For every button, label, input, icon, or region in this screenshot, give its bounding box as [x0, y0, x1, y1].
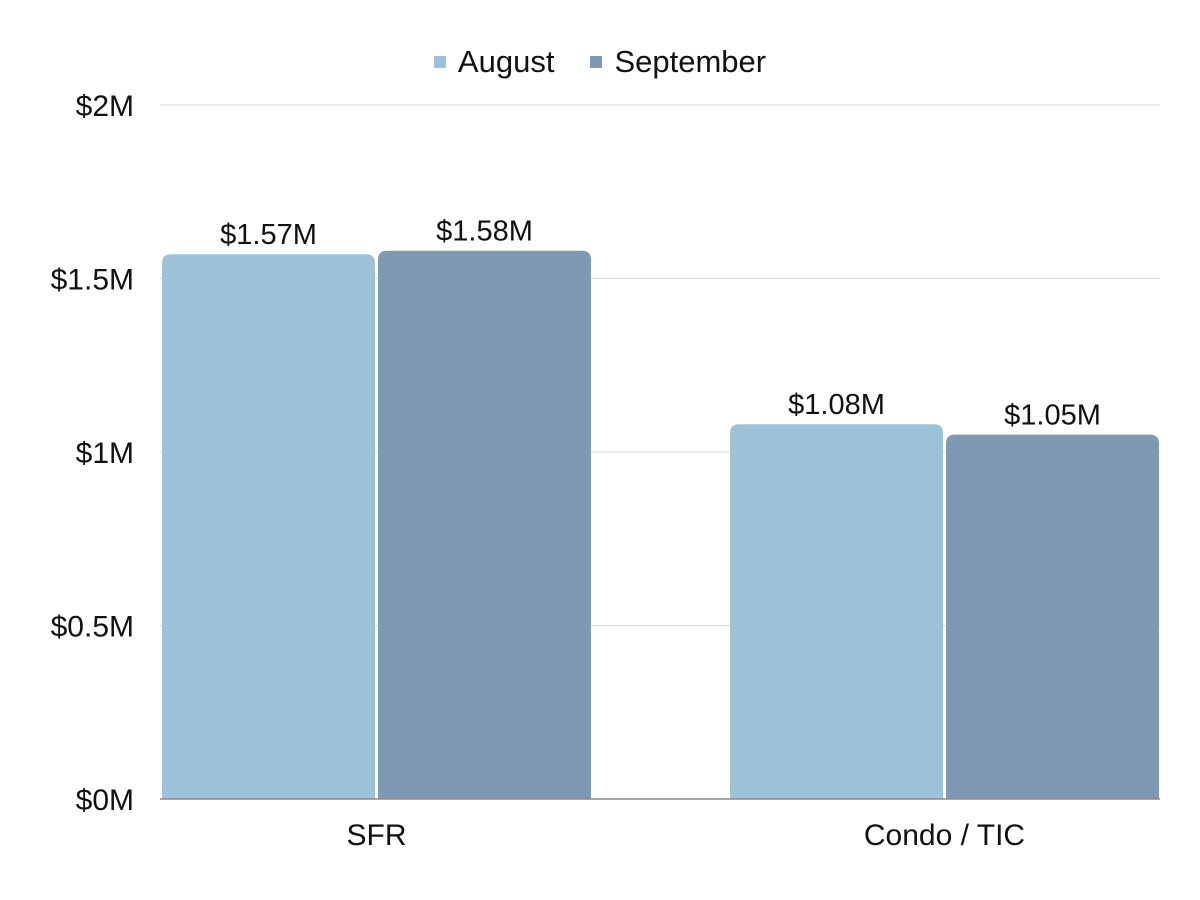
y-tick-label: $2M	[76, 90, 134, 123]
y-tick-label: $0.5M	[51, 611, 134, 644]
data-label: $1.05M	[1004, 400, 1101, 432]
data-label: $1.58M	[436, 216, 533, 248]
legend-item-august: August	[433, 44, 555, 80]
x-tick-label: Condo / TIC	[864, 819, 1025, 852]
y-tick-label: $0M	[76, 784, 134, 817]
bar	[378, 250, 591, 800]
data-label: $1.57M	[220, 219, 317, 251]
bar	[730, 424, 943, 799]
legend-swatch-august	[433, 56, 446, 68]
legend-swatch-september	[590, 56, 603, 68]
bar	[162, 254, 375, 799]
legend-item-september: September	[590, 44, 766, 80]
legend-label-september: September	[614, 44, 767, 79]
legend-label-august: August	[457, 44, 555, 79]
y-tick-label: $1.5M	[51, 264, 134, 297]
y-tick-label: $1M	[76, 437, 134, 470]
data-label: $1.08M	[788, 389, 885, 421]
bar	[946, 434, 1159, 799]
chart-legend: August September	[0, 44, 1200, 80]
x-tick-label: SFR	[347, 819, 407, 852]
